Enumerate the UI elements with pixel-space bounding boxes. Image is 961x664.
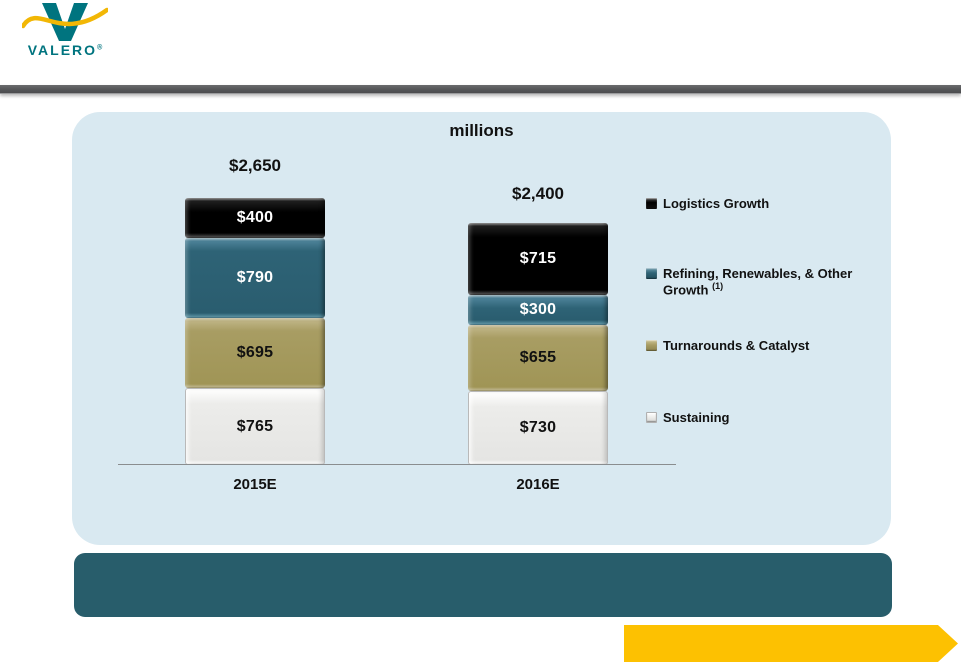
bar-segment-logistics: $715: [468, 223, 608, 295]
legend-item-turnarounds: Turnarounds & Catalyst: [646, 338, 878, 353]
legend-label: Logistics Growth: [663, 196, 769, 211]
category-label-2015: 2015E: [233, 476, 277, 493]
legend-label-text: Logistics Growth: [663, 196, 770, 211]
legend-label: Refining, Renewables, & Other Growth (1): [663, 266, 878, 298]
bar-total-2015: $2,650: [229, 156, 281, 175]
legend-swatch-turnarounds-icon: [646, 340, 657, 351]
bar-segment-refining: $300: [468, 295, 608, 325]
x-axis-line: [118, 464, 676, 465]
legend-swatch-logistics-icon: [646, 198, 657, 209]
segment-value-label: $655: [519, 349, 557, 366]
bar-column-2016: $715 $300 $655 $730: [468, 223, 608, 465]
bar-segment-logistics: $400: [185, 198, 325, 238]
registered-mark: ®: [97, 44, 103, 52]
segment-value-label: $765: [236, 417, 274, 435]
legend-item-sustaining: Sustaining: [646, 410, 878, 425]
legend-label: Sustaining: [663, 410, 729, 425]
legend-footnote-marker: (1): [712, 281, 724, 292]
bar-total-2016: $2,400: [512, 184, 564, 203]
bottom-banner: [74, 553, 892, 617]
valero-logo: VALERO®: [22, 2, 108, 60]
chart-panel: millions $2,650 $2,400 $400 $790 $695 $765 …: [72, 112, 891, 545]
bar-segment-refining: $790: [185, 238, 325, 318]
bar-segment-turnarounds: $695: [185, 318, 325, 388]
bar-segment-sustaining: $730: [468, 391, 608, 465]
legend-label: Turnarounds & Catalyst: [663, 338, 809, 353]
legend-item-logistics: Logistics Growth: [646, 196, 878, 211]
logo-wordmark: VALERO®: [22, 42, 108, 58]
legend-item-refining: Refining, Renewables, & Other Growth (1): [646, 266, 878, 298]
legend-swatch-sustaining-icon: [646, 412, 657, 423]
bar-segment-sustaining: $765: [185, 388, 325, 465]
header-divider: [0, 85, 961, 94]
chart-title: millions: [449, 121, 514, 140]
legend-label-text: Turnarounds & Catalyst: [663, 338, 810, 353]
bar-segment-turnarounds: $655: [468, 325, 608, 391]
segment-value-label: $400: [236, 209, 274, 226]
segment-value-label: $715: [519, 250, 557, 267]
legend-label-text: Sustaining: [663, 410, 730, 425]
segment-value-label: $790: [236, 269, 274, 286]
logo-wordmark-text: VALERO: [27, 42, 98, 58]
segment-value-label: $300: [519, 301, 557, 318]
valero-v-swoosh-icon: [22, 3, 108, 41]
legend-swatch-refining-icon: [646, 268, 657, 279]
segment-value-label: $695: [236, 344, 274, 361]
category-label-2016: 2016E: [516, 476, 560, 493]
segment-value-label: $730: [519, 419, 557, 436]
legend-label-text: Refining, Renewables, & Other Growth: [663, 266, 853, 298]
forward-arrow-icon: [624, 625, 958, 662]
bar-column-2015: $400 $790 $695 $765: [185, 198, 325, 465]
